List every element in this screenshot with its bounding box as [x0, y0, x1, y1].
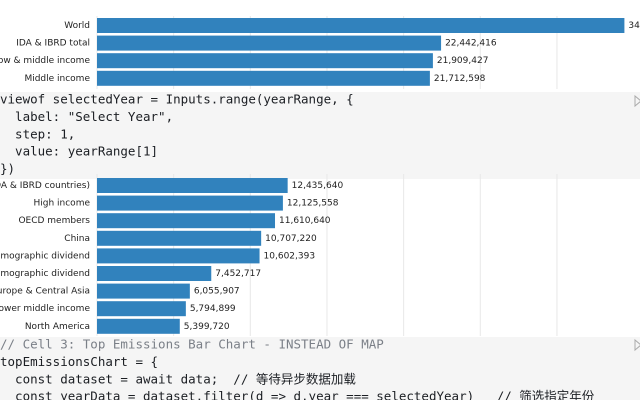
- code-line: }): [0, 161, 15, 176]
- category-label: demographic dividend: [0, 251, 90, 261]
- bar: [97, 195, 283, 211]
- bar: [97, 18, 625, 33]
- bar: [97, 283, 190, 299]
- code-line: topEmissionsChart = {: [0, 354, 158, 369]
- code-line: step: 1,: [0, 126, 75, 141]
- code-line: // Cell 3: Top Emissions Bar Chart - INS…: [0, 337, 384, 352]
- code-line: label: "Select Year",: [0, 109, 173, 124]
- code-line: const yearData = dataset.filter(d => d.y…: [0, 389, 595, 400]
- category-label: IDA & IBRD total: [16, 39, 90, 49]
- category-label: North America: [25, 322, 90, 332]
- category-label: (IDA & IBRD countries): [0, 181, 90, 191]
- run-icon[interactable]: [634, 338, 640, 352]
- value-label: 5,399,720: [184, 322, 230, 332]
- bar: [97, 70, 430, 86]
- bar: [97, 178, 288, 193]
- category-label: Low & middle income: [0, 56, 90, 66]
- value-label: 22,442,416: [445, 39, 497, 49]
- value-label: 34,: [628, 21, 640, 31]
- category-label: OECD members: [18, 216, 90, 226]
- category-label: Lower middle income: [0, 304, 90, 314]
- code-cell-bg: [0, 337, 640, 400]
- value-label: 12,125,558: [287, 199, 339, 209]
- category-label: demographic dividend: [0, 269, 90, 279]
- value-label: 11,610,640: [279, 216, 331, 226]
- value-label: 10,707,220: [265, 234, 317, 244]
- value-label: 21,909,427: [437, 56, 489, 66]
- value-label: 6,055,907: [194, 287, 240, 297]
- code-line: const dataset = await data; // 等待异步数据加载: [0, 371, 356, 386]
- value-label: 5,794,899: [190, 304, 236, 314]
- code-line: viewof selectedYear = Inputs.range(yearR…: [0, 92, 354, 107]
- bar: [97, 53, 433, 69]
- bar: [97, 230, 262, 246]
- code-cell-bg: [0, 92, 640, 179]
- value-label: 12,435,640: [292, 181, 344, 191]
- category-label: China: [64, 234, 90, 244]
- code-line: value: yearRange[1]: [0, 144, 158, 159]
- bar: [97, 266, 212, 281]
- run-icon[interactable]: [634, 94, 640, 108]
- value-label: 7,452,717: [215, 269, 261, 279]
- bar: [97, 301, 186, 317]
- bar: [97, 248, 260, 264]
- category-label: Middle income: [24, 74, 90, 84]
- bar: [97, 213, 276, 229]
- bar: [97, 35, 442, 51]
- category-label: World: [64, 21, 90, 31]
- value-label: 21,712,598: [434, 74, 486, 84]
- bar: [97, 318, 180, 334]
- value-label: 10,602,393: [264, 251, 316, 261]
- category-label: High income: [33, 199, 90, 209]
- category-label: Europe & Central Asia: [0, 287, 90, 297]
